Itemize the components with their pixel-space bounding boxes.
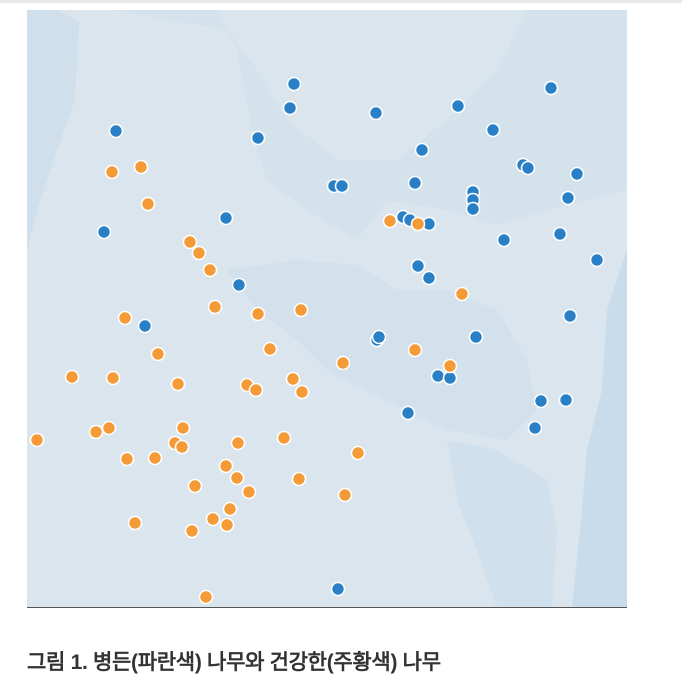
series-healthy-trees bbox=[29, 159, 470, 605]
diseased-tree-point bbox=[368, 105, 384, 121]
healthy-tree-point bbox=[454, 286, 470, 302]
diseased-tree-point bbox=[560, 190, 576, 206]
diseased-tree-point bbox=[589, 252, 605, 268]
healthy-tree-point bbox=[198, 589, 214, 605]
region-lower-right bbox=[447, 440, 557, 608]
healthy-tree-point bbox=[64, 369, 80, 385]
healthy-tree-point bbox=[350, 445, 366, 461]
healthy-tree-point bbox=[202, 262, 218, 278]
region-right-edge bbox=[572, 250, 627, 608]
healthy-tree-point bbox=[140, 196, 156, 212]
diseased-tree-point bbox=[450, 98, 466, 114]
healthy-tree-point bbox=[170, 376, 186, 392]
healthy-tree-point bbox=[127, 515, 143, 531]
healthy-tree-point bbox=[285, 371, 301, 387]
diseased-tree-point bbox=[442, 370, 458, 386]
healthy-tree-point bbox=[442, 358, 458, 374]
healthy-tree-point bbox=[335, 355, 351, 371]
diseased-tree-point bbox=[96, 224, 112, 240]
diseased-tree-point bbox=[400, 405, 416, 421]
diseased-tree-point bbox=[334, 178, 350, 194]
diseased-tree-point bbox=[543, 80, 559, 96]
healthy-tree-point bbox=[407, 342, 423, 358]
healthy-tree-point bbox=[29, 432, 45, 448]
healthy-tree-point bbox=[410, 216, 426, 232]
diseased-tree-point bbox=[231, 277, 247, 293]
healthy-tree-point bbox=[147, 450, 163, 466]
data-points bbox=[29, 76, 605, 605]
diseased-tree-point bbox=[520, 160, 536, 176]
diseased-tree-point bbox=[137, 318, 153, 334]
healthy-tree-point bbox=[294, 384, 310, 400]
region-upper-band bbox=[117, 10, 627, 240]
diseased-tree-point bbox=[410, 258, 426, 274]
healthy-tree-point bbox=[250, 306, 266, 322]
healthy-tree-point bbox=[119, 451, 135, 467]
diseased-tree-point bbox=[286, 76, 302, 92]
healthy-tree-point bbox=[174, 439, 190, 455]
healthy-tree-point bbox=[219, 517, 235, 533]
healthy-tree-point bbox=[207, 299, 223, 315]
healthy-tree-point bbox=[230, 435, 246, 451]
healthy-tree-point bbox=[382, 213, 398, 229]
diseased-tree-point bbox=[282, 100, 298, 116]
diseased-tree-point bbox=[218, 210, 234, 226]
diseased-tree-point bbox=[485, 122, 501, 138]
healthy-tree-point bbox=[205, 511, 221, 527]
diseased-tree-point bbox=[371, 329, 387, 345]
diseased-tree-point bbox=[558, 392, 574, 408]
healthy-tree-point bbox=[191, 245, 207, 261]
series-diseased-trees bbox=[96, 76, 605, 597]
healthy-tree-point bbox=[218, 458, 234, 474]
healthy-tree-point bbox=[175, 420, 191, 436]
diseased-tree-point bbox=[569, 166, 585, 182]
top-rule bbox=[0, 0, 682, 3]
scatter-plot bbox=[27, 10, 627, 608]
healthy-tree-point bbox=[117, 310, 133, 326]
healthy-tree-point bbox=[229, 470, 245, 486]
healthy-tree-point bbox=[105, 370, 121, 386]
diseased-tree-point bbox=[496, 232, 512, 248]
healthy-tree-point bbox=[133, 159, 149, 175]
healthy-tree-point bbox=[187, 478, 203, 494]
healthy-tree-point bbox=[291, 471, 307, 487]
figure-caption: 그림 1. 병든(파란색) 나무와 건강한(주황색) 나무 bbox=[27, 651, 441, 674]
healthy-tree-point bbox=[293, 302, 309, 318]
diseased-tree-point bbox=[562, 308, 578, 324]
diseased-tree-point bbox=[465, 201, 481, 217]
healthy-tree-point bbox=[182, 234, 198, 250]
healthy-tree-point bbox=[184, 523, 200, 539]
diseased-tree-point bbox=[430, 368, 446, 384]
healthy-tree-point bbox=[276, 430, 292, 446]
healthy-tree-point bbox=[337, 487, 353, 503]
diseased-tree-point bbox=[407, 175, 423, 191]
diseased-tree-point bbox=[330, 581, 346, 597]
diseased-tree-point bbox=[552, 226, 568, 242]
region-left-edge bbox=[27, 10, 79, 250]
diseased-tree-point bbox=[527, 420, 543, 436]
diseased-tree-point bbox=[108, 123, 124, 139]
healthy-tree-point bbox=[222, 501, 238, 517]
healthy-tree-point bbox=[88, 424, 104, 440]
healthy-tree-point bbox=[101, 420, 117, 436]
diseased-tree-point bbox=[533, 393, 549, 409]
diseased-tree-point bbox=[468, 329, 484, 345]
healthy-tree-point bbox=[241, 484, 257, 500]
diseased-tree-point bbox=[421, 270, 437, 286]
diseased-tree-point bbox=[250, 130, 266, 146]
healthy-tree-point bbox=[104, 164, 120, 180]
diseased-tree-point bbox=[414, 142, 430, 158]
healthy-tree-point bbox=[248, 382, 264, 398]
healthy-tree-point bbox=[150, 346, 166, 362]
healthy-tree-point bbox=[262, 341, 278, 357]
